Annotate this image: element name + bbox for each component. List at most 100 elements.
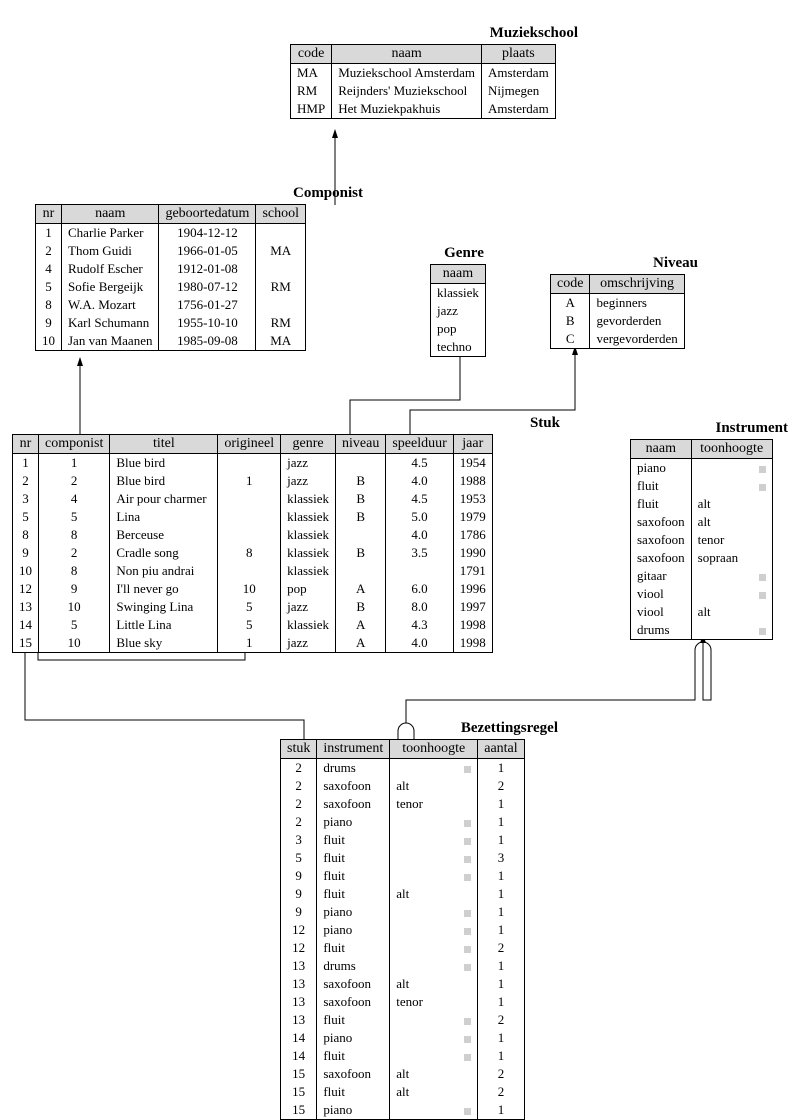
table-cell: 1 — [478, 903, 524, 921]
table-cell: fluit — [317, 1047, 390, 1065]
table-cell: RM — [256, 314, 306, 332]
table-cell: RM — [291, 82, 332, 100]
null-marker-icon — [464, 1036, 471, 1043]
table-cell: 8.0 — [386, 598, 453, 616]
table-cell: 1988 — [453, 472, 492, 490]
table-row: pop — [431, 320, 486, 338]
table-cell: 14 — [13, 616, 39, 634]
table-row: 1310Swinging Lina5jazzB8.01997 — [13, 598, 493, 616]
table-cell: viool — [631, 585, 692, 603]
table-cell: saxofoon — [631, 531, 692, 549]
col-header: genre — [281, 435, 336, 454]
table-cell: 2 — [281, 777, 317, 795]
table-row: 8W.A. Mozart1756-01-27 — [36, 296, 306, 314]
table-cell: Het Muziekpakhuis — [332, 100, 482, 119]
table-cell: 2 — [281, 813, 317, 831]
table-cell: B — [336, 508, 386, 526]
table-cell — [691, 621, 772, 640]
table-cell: pop — [431, 320, 486, 338]
col-header: naam — [631, 440, 692, 459]
table-row: 108Non piu andraiklassiek1791 — [13, 562, 493, 580]
table-muziekschool: code naam plaats MAMuziekschool Amsterda… — [290, 44, 556, 119]
table-row: 12fluit2 — [281, 939, 525, 957]
table-row: 1510Blue sky1jazzA4.01998 — [13, 634, 493, 653]
table-cell: fluit — [317, 867, 390, 885]
table-cell: 1 — [13, 454, 39, 473]
table-cell: 1 — [478, 831, 524, 849]
table-cell — [390, 957, 478, 975]
table-cell: Air pour charmer — [110, 490, 218, 508]
null-marker-icon — [464, 838, 471, 845]
col-header: origineel — [218, 435, 281, 454]
entity-componist: Componist nr naam geboortedatum school 1… — [35, 185, 365, 351]
table-row: 2saxofoontenor1 — [281, 795, 525, 813]
table-row: 2Thom Guidi1966-01-05MA — [36, 242, 306, 260]
table-row: 14piano1 — [281, 1029, 525, 1047]
table-row: vioolalt — [631, 603, 773, 621]
table-row: 9Karl Schumann1955-10-10RM — [36, 314, 306, 332]
table-cell: 9 — [281, 885, 317, 903]
table-row: 4Rudolf Escher1912-01-08 — [36, 260, 306, 278]
table-row: 13saxofoontenor1 — [281, 993, 525, 1011]
table-cell: saxofoon — [631, 513, 692, 531]
table-cell: alt — [691, 603, 772, 621]
table-cell: fluit — [317, 831, 390, 849]
table-cell: 1 — [478, 993, 524, 1011]
table-cell: 1 — [478, 813, 524, 831]
table-cell: gitaar — [631, 567, 692, 585]
table-cell — [336, 526, 386, 544]
table-cell: tenor — [390, 993, 478, 1011]
table-cell: 2 — [478, 777, 524, 795]
table-cell: Amsterdam — [482, 64, 556, 83]
null-marker-icon — [759, 592, 766, 599]
entity-muziekschool: Muziekschool code naam plaats MAMuzieksc… — [290, 25, 580, 119]
entity-title: Instrument — [630, 420, 788, 437]
table-row: 13saxofoonalt1 — [281, 975, 525, 993]
table-cell: Charlie Parker — [62, 224, 159, 243]
table-row: viool — [631, 585, 773, 603]
table-cell — [218, 526, 281, 544]
col-header: omschrijving — [590, 275, 684, 294]
null-marker-icon — [464, 874, 471, 881]
table-row: MAMuziekschool AmsterdamAmsterdam — [291, 64, 556, 83]
table-cell — [691, 585, 772, 603]
table-cell: Amsterdam — [482, 100, 556, 119]
table-cell: techno — [431, 338, 486, 357]
table-cell: 10 — [39, 634, 110, 653]
table-cell: 1966-01-05 — [159, 242, 256, 260]
table-cell: Rudolf Escher — [62, 260, 159, 278]
table-row: saxofoontenor — [631, 531, 773, 549]
table-row: 88Berceuseklassiek4.01786 — [13, 526, 493, 544]
table-row: RMReijnders' MuziekschoolNijmegen — [291, 82, 556, 100]
table-cell: 1 — [218, 472, 281, 490]
table-cell — [691, 477, 772, 495]
table-cell: B — [336, 490, 386, 508]
table-cell: Blue sky — [110, 634, 218, 653]
table-cell: 1912-01-08 — [159, 260, 256, 278]
table-cell: jazz — [281, 472, 336, 490]
entity-title: Muziekschool — [290, 25, 578, 42]
null-marker-icon — [464, 946, 471, 953]
table-cell: alt — [390, 975, 478, 993]
table-cell: 1955-10-10 — [159, 314, 256, 332]
table-cell: saxofoon — [317, 975, 390, 993]
entity-bezettingsregel: Bezettingsregel stuk instrument toonhoog… — [280, 720, 560, 1120]
table-cell: 8 — [39, 526, 110, 544]
table-cell: 9 — [39, 580, 110, 598]
table-cell — [336, 562, 386, 580]
table-row: saxofoonalt — [631, 513, 773, 531]
table-cell: 2 — [39, 544, 110, 562]
col-header: geboortedatum — [159, 205, 256, 224]
table-cell: A — [336, 634, 386, 653]
table-cell: 1953 — [453, 490, 492, 508]
table-niveau: code omschrijving AbeginnersBgevorderden… — [550, 274, 685, 349]
entity-genre: Genre naam klassiekjazzpoptechno — [430, 245, 500, 357]
table-cell: 1980-07-12 — [159, 278, 256, 296]
table-cell: 2 — [478, 1011, 524, 1029]
table-cell: 1 — [478, 975, 524, 993]
table-row: 15fluitalt2 — [281, 1083, 525, 1101]
table-cell: Thom Guidi — [62, 242, 159, 260]
col-header: titel — [110, 435, 218, 454]
table-cell: fluit — [317, 939, 390, 957]
col-header: componist — [39, 435, 110, 454]
